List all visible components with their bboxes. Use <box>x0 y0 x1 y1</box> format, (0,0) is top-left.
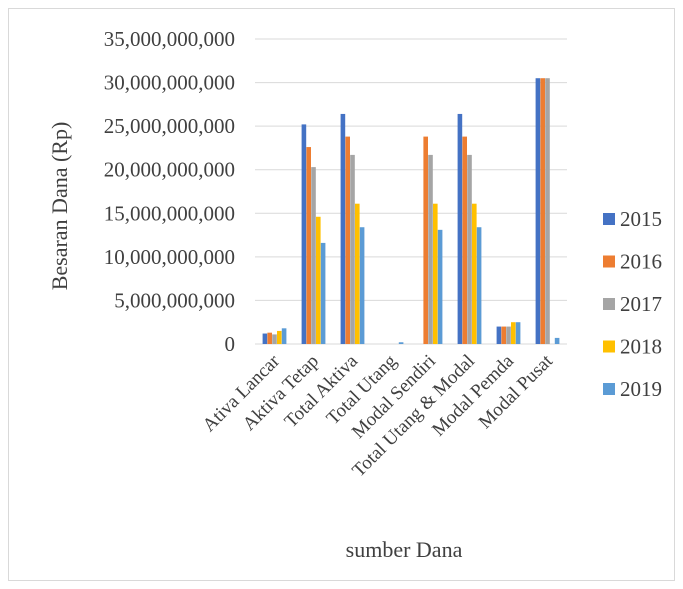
x-axis-title: sumber Dana <box>346 537 463 562</box>
bar <box>355 203 360 344</box>
legend-swatch <box>603 213 615 225</box>
bar <box>345 136 350 344</box>
bar <box>496 326 502 344</box>
bar <box>501 326 506 344</box>
bar <box>350 154 355 344</box>
y-tick-label: 15,000,000,000 <box>104 201 235 225</box>
y-tick-label: 5,000,000,000 <box>114 288 235 312</box>
bar <box>462 136 467 344</box>
bar <box>311 167 316 344</box>
bar <box>267 332 272 344</box>
bar <box>476 227 482 344</box>
bar <box>423 136 428 344</box>
bar <box>262 333 268 344</box>
y-tick-label: 0 <box>225 332 236 356</box>
legend-swatch <box>603 340 615 353</box>
legend: 2015 2016 2017 2018 2019 <box>603 207 662 401</box>
legend-swatch <box>603 298 615 310</box>
legend-label: 2016 <box>620 250 662 274</box>
legend-label: 2019 <box>620 377 662 401</box>
bar <box>467 154 472 344</box>
y-tick-label: 10,000,000,000 <box>104 245 235 269</box>
bar <box>306 147 311 344</box>
legend-swatch <box>603 383 615 395</box>
bar <box>281 328 287 344</box>
bar <box>277 330 282 344</box>
y-axis-ticks: 0 5,000,000,000 10,000,000,000 15,000,000,0… <box>104 27 235 356</box>
y-tick-label: 20,000,000,000 <box>104 158 235 182</box>
bar <box>472 203 477 344</box>
bar <box>316 216 321 344</box>
y-tick-label: 30,000,000,000 <box>104 71 235 95</box>
bar <box>428 154 433 344</box>
bar <box>554 337 560 344</box>
bar <box>340 113 346 344</box>
bar <box>515 322 521 344</box>
bar <box>398 342 404 344</box>
bar <box>272 334 277 344</box>
y-tick-label: 25,000,000,000 <box>104 114 235 138</box>
bar <box>540 78 545 345</box>
bar <box>535 78 541 345</box>
y-axis-title: Besaran Dana (Rp) <box>47 122 72 291</box>
bar <box>545 78 550 345</box>
bar <box>320 242 326 344</box>
bar <box>437 229 443 344</box>
legend-swatch <box>603 255 615 268</box>
bar <box>301 124 307 345</box>
legend-label: 2018 <box>620 335 662 359</box>
y-tick-label: 35,000,000,000 <box>104 27 235 51</box>
bar <box>511 322 516 344</box>
bar <box>433 203 438 344</box>
legend-label: 2015 <box>620 207 662 231</box>
bar <box>506 326 511 344</box>
bar <box>359 227 365 344</box>
bars <box>262 78 560 345</box>
legend-label: 2017 <box>620 292 662 316</box>
bar <box>457 113 463 344</box>
